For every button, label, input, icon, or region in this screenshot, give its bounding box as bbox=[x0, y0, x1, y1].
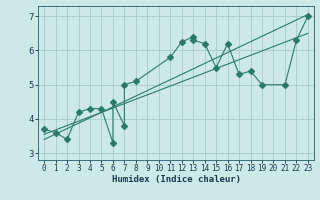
X-axis label: Humidex (Indice chaleur): Humidex (Indice chaleur) bbox=[111, 175, 241, 184]
